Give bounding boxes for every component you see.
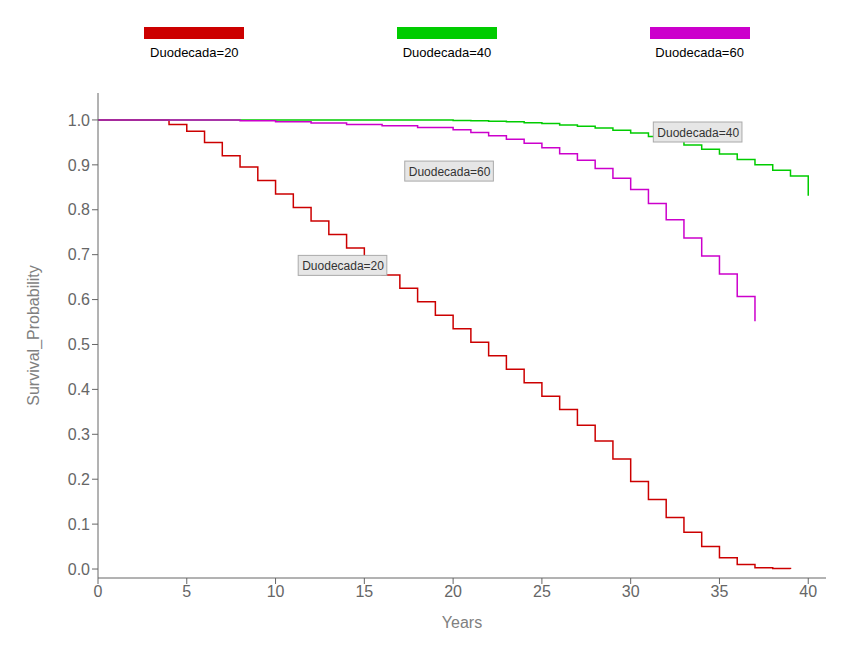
svg-text:Duodecada=40: Duodecada=40 <box>657 126 739 140</box>
svg-text:Duodecada=60: Duodecada=60 <box>409 165 491 179</box>
svg-text:35: 35 <box>711 583 729 600</box>
svg-text:0.3: 0.3 <box>68 426 90 443</box>
svg-text:Duodecada=20: Duodecada=20 <box>302 259 384 273</box>
svg-text:Years: Years <box>442 614 482 631</box>
svg-text:25: 25 <box>533 583 551 600</box>
svg-text:0.6: 0.6 <box>68 291 90 308</box>
html-text:Duodecada=60: Duodecada=60 <box>655 44 744 60</box>
svg-text:0.4: 0.4 <box>68 381 90 398</box>
svg-text:0.7: 0.7 <box>68 246 90 263</box>
svg-text:40: 40 <box>799 583 817 600</box>
svg-text:0.2: 0.2 <box>68 471 90 488</box>
svg-text:30: 30 <box>622 583 640 600</box>
svg-text:15: 15 <box>355 583 373 600</box>
svg-text:0.5: 0.5 <box>68 336 90 353</box>
svg-text:5: 5 <box>182 583 191 600</box>
svg-text:1.0: 1.0 <box>68 112 90 129</box>
svg-text:0.9: 0.9 <box>68 157 90 174</box>
svg-text:0.8: 0.8 <box>68 201 90 218</box>
svg-text:Survival_Probability: Survival_Probability <box>25 265 43 406</box>
html-text:Duodecada=40: Duodecada=40 <box>402 44 492 60</box>
svg-text:0.1: 0.1 <box>68 516 90 533</box>
svg-text:20: 20 <box>444 583 462 600</box>
svg-text:10: 10 <box>267 583 285 600</box>
svg-text:0.0: 0.0 <box>68 561 90 578</box>
html-text:Duodecada=20: Duodecada=20 <box>150 44 239 60</box>
svg-text:0: 0 <box>94 583 103 600</box>
